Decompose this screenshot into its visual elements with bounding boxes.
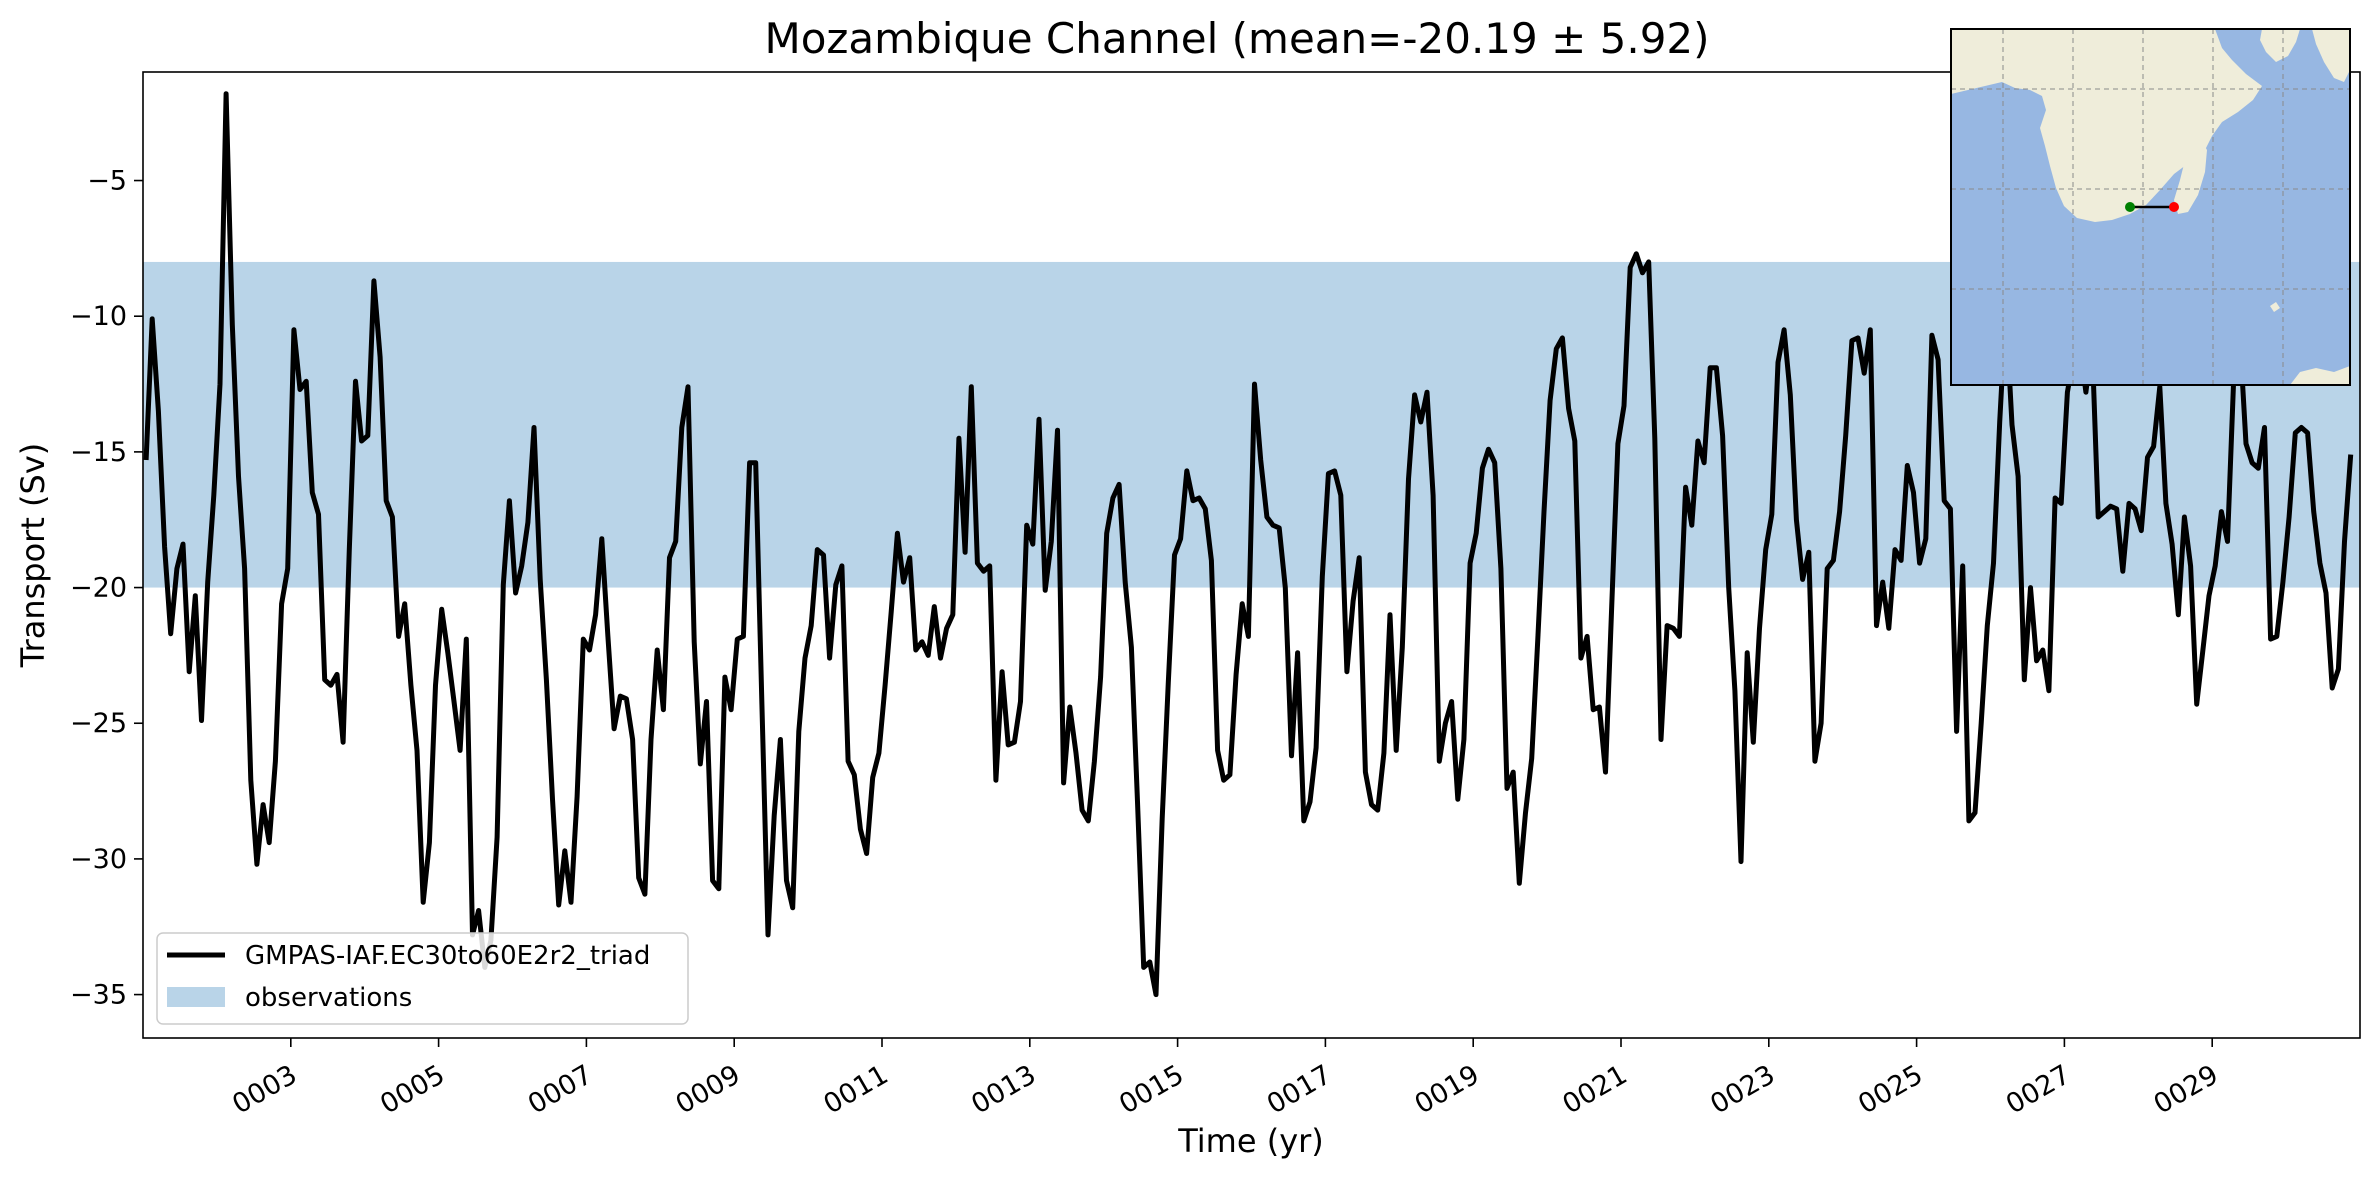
y-tick-label: −25 (70, 708, 127, 739)
map-kerguelen (2270, 302, 2280, 312)
map-antarctica (2290, 366, 2350, 385)
map-india (2312, 29, 2350, 82)
map-madagascar (2174, 138, 2207, 214)
map-gridlines (1951, 29, 2350, 385)
y-tick-label: −20 (70, 573, 127, 604)
legend-observations-swatch (167, 987, 225, 1007)
inset-map-frame (1950, 28, 2351, 386)
y-tick-label: −5 (87, 166, 127, 197)
y-tick-label: −10 (70, 301, 127, 332)
inset-map (1950, 28, 2351, 386)
chart-title: Mozambique Channel (mean=-20.19 ± 5.92) (764, 14, 1709, 63)
x-axis-label: Time (yr) (1177, 1122, 1324, 1160)
y-axis-label: Transport (Sv) (14, 443, 52, 669)
legend-label-model: GMPAS-IAF.EC30to60E2r2_triad (245, 941, 650, 971)
y-tick-label: −35 (70, 980, 127, 1011)
map-transect-end-point (2169, 202, 2179, 212)
legend-box (156, 932, 689, 1025)
map-land (1951, 29, 2350, 385)
y-tick-label: −15 (70, 437, 127, 468)
y-tick-label: −30 (70, 844, 127, 875)
map-transect-start-point (2125, 202, 2135, 212)
legend-label-observations: observations (245, 983, 412, 1013)
y-axis: −35 −30 −25 −20 −15 −10 −5 (70, 166, 143, 1011)
map-africa (1951, 29, 2262, 222)
plot-frame (142, 71, 2361, 1039)
map-arabia (2260, 29, 2300, 62)
legend: GMPAS-IAF.EC30to60E2r2_triad observation… (156, 932, 689, 1025)
series-layer (143, 91, 2354, 998)
series-line-0 (143, 91, 2354, 998)
